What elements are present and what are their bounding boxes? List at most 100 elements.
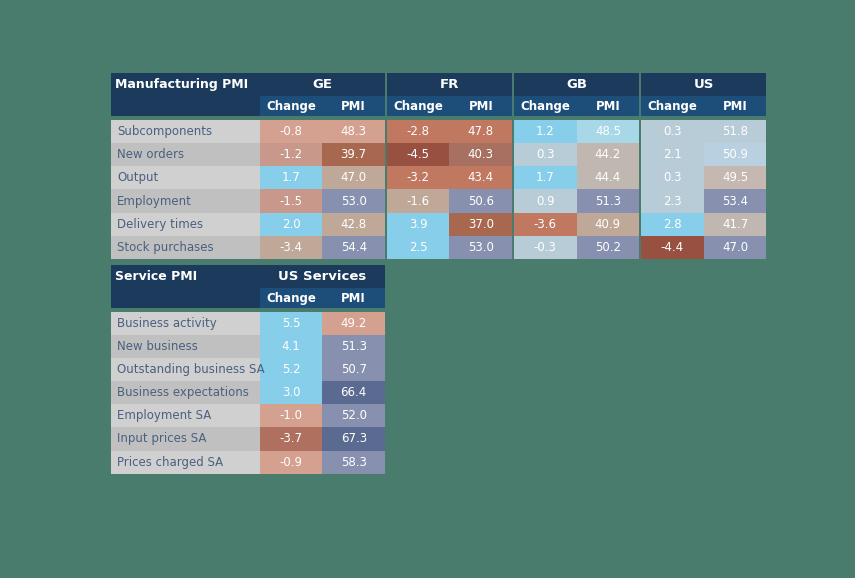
Text: 67.3: 67.3 [340, 432, 367, 446]
Text: -1.5: -1.5 [280, 195, 303, 208]
Bar [385, 97, 386, 116]
Text: PMI: PMI [722, 100, 747, 113]
Bar [386, 97, 450, 116]
Text: 44.2: 44.2 [595, 149, 621, 161]
Bar [704, 213, 766, 236]
Bar [450, 236, 512, 259]
Text: Employment: Employment [117, 195, 192, 208]
Bar [260, 404, 322, 427]
Text: 2.8: 2.8 [663, 218, 681, 231]
Text: Change: Change [393, 100, 443, 113]
Text: 39.7: 39.7 [340, 149, 367, 161]
Text: PMI: PMI [469, 100, 493, 113]
Text: -0.3: -0.3 [534, 240, 557, 254]
Text: GE: GE [312, 78, 333, 91]
Bar [385, 213, 386, 236]
Text: -0.8: -0.8 [280, 125, 303, 138]
Text: 4.1: 4.1 [281, 340, 300, 353]
Text: 2.5: 2.5 [409, 240, 428, 254]
Bar [641, 213, 704, 236]
Text: US: US [693, 78, 714, 91]
Text: 0.9: 0.9 [536, 195, 554, 208]
Bar [385, 190, 386, 213]
Bar [322, 427, 385, 450]
Bar [385, 166, 386, 190]
Bar [514, 73, 640, 97]
Text: 3.9: 3.9 [409, 218, 428, 231]
Bar [260, 381, 322, 404]
Text: 41.7: 41.7 [722, 218, 748, 231]
Text: -0.9: -0.9 [280, 455, 303, 469]
Text: Input prices SA: Input prices SA [117, 432, 206, 446]
Bar [111, 190, 260, 213]
Bar [512, 97, 514, 116]
Text: 43.4: 43.4 [468, 172, 494, 184]
Bar [260, 120, 322, 143]
Text: 50.6: 50.6 [468, 195, 494, 208]
Text: -3.4: -3.4 [280, 240, 303, 254]
Text: Business activity: Business activity [117, 317, 216, 330]
Text: Prices charged SA: Prices charged SA [117, 455, 223, 469]
Bar [260, 427, 322, 450]
Bar [514, 213, 576, 236]
Bar [640, 166, 641, 190]
Bar [514, 143, 576, 166]
Bar [260, 236, 322, 259]
Text: New business: New business [117, 340, 198, 353]
Bar [111, 166, 260, 190]
Bar [260, 143, 322, 166]
Text: 1.7: 1.7 [281, 172, 300, 184]
Bar [512, 120, 514, 143]
Bar [576, 120, 640, 143]
Text: 44.4: 44.4 [595, 172, 621, 184]
Bar [640, 120, 641, 143]
Bar [640, 73, 641, 97]
Bar [260, 358, 322, 381]
Bar [641, 97, 704, 116]
Bar [111, 120, 260, 143]
Bar [111, 73, 260, 97]
Text: 5.5: 5.5 [281, 317, 300, 330]
Text: 54.4: 54.4 [340, 240, 367, 254]
Bar [514, 190, 576, 213]
Bar [450, 166, 512, 190]
Text: 53.4: 53.4 [722, 195, 748, 208]
Bar [111, 358, 260, 381]
Bar [704, 143, 766, 166]
Bar [322, 450, 385, 473]
Text: Stock purchases: Stock purchases [117, 240, 214, 254]
Text: 42.8: 42.8 [340, 218, 367, 231]
Text: 47.8: 47.8 [468, 125, 494, 138]
Bar [576, 236, 640, 259]
Bar [111, 335, 260, 358]
Text: 50.7: 50.7 [340, 363, 367, 376]
Text: 47.0: 47.0 [340, 172, 367, 184]
Bar [576, 166, 640, 190]
Bar [450, 120, 512, 143]
Text: 2.1: 2.1 [663, 149, 681, 161]
Text: 52.0: 52.0 [340, 409, 367, 423]
Text: PMI: PMI [341, 100, 366, 113]
Bar [322, 335, 385, 358]
Bar [514, 97, 576, 116]
Text: -1.6: -1.6 [406, 195, 429, 208]
Text: 1.2: 1.2 [536, 125, 555, 138]
Text: 3.0: 3.0 [281, 386, 300, 399]
Bar [641, 166, 704, 190]
Text: 51.3: 51.3 [340, 340, 367, 353]
Bar [640, 97, 641, 116]
Text: 50.2: 50.2 [595, 240, 621, 254]
Bar [386, 213, 450, 236]
Bar [385, 143, 386, 166]
Bar [641, 73, 766, 97]
Text: 66.4: 66.4 [340, 386, 367, 399]
Bar [704, 166, 766, 190]
Text: 0.3: 0.3 [663, 125, 681, 138]
Bar [111, 213, 260, 236]
Bar [322, 288, 385, 308]
Text: -3.6: -3.6 [534, 218, 557, 231]
Bar [704, 97, 766, 116]
Bar [640, 236, 641, 259]
Bar [512, 190, 514, 213]
Bar [322, 166, 385, 190]
